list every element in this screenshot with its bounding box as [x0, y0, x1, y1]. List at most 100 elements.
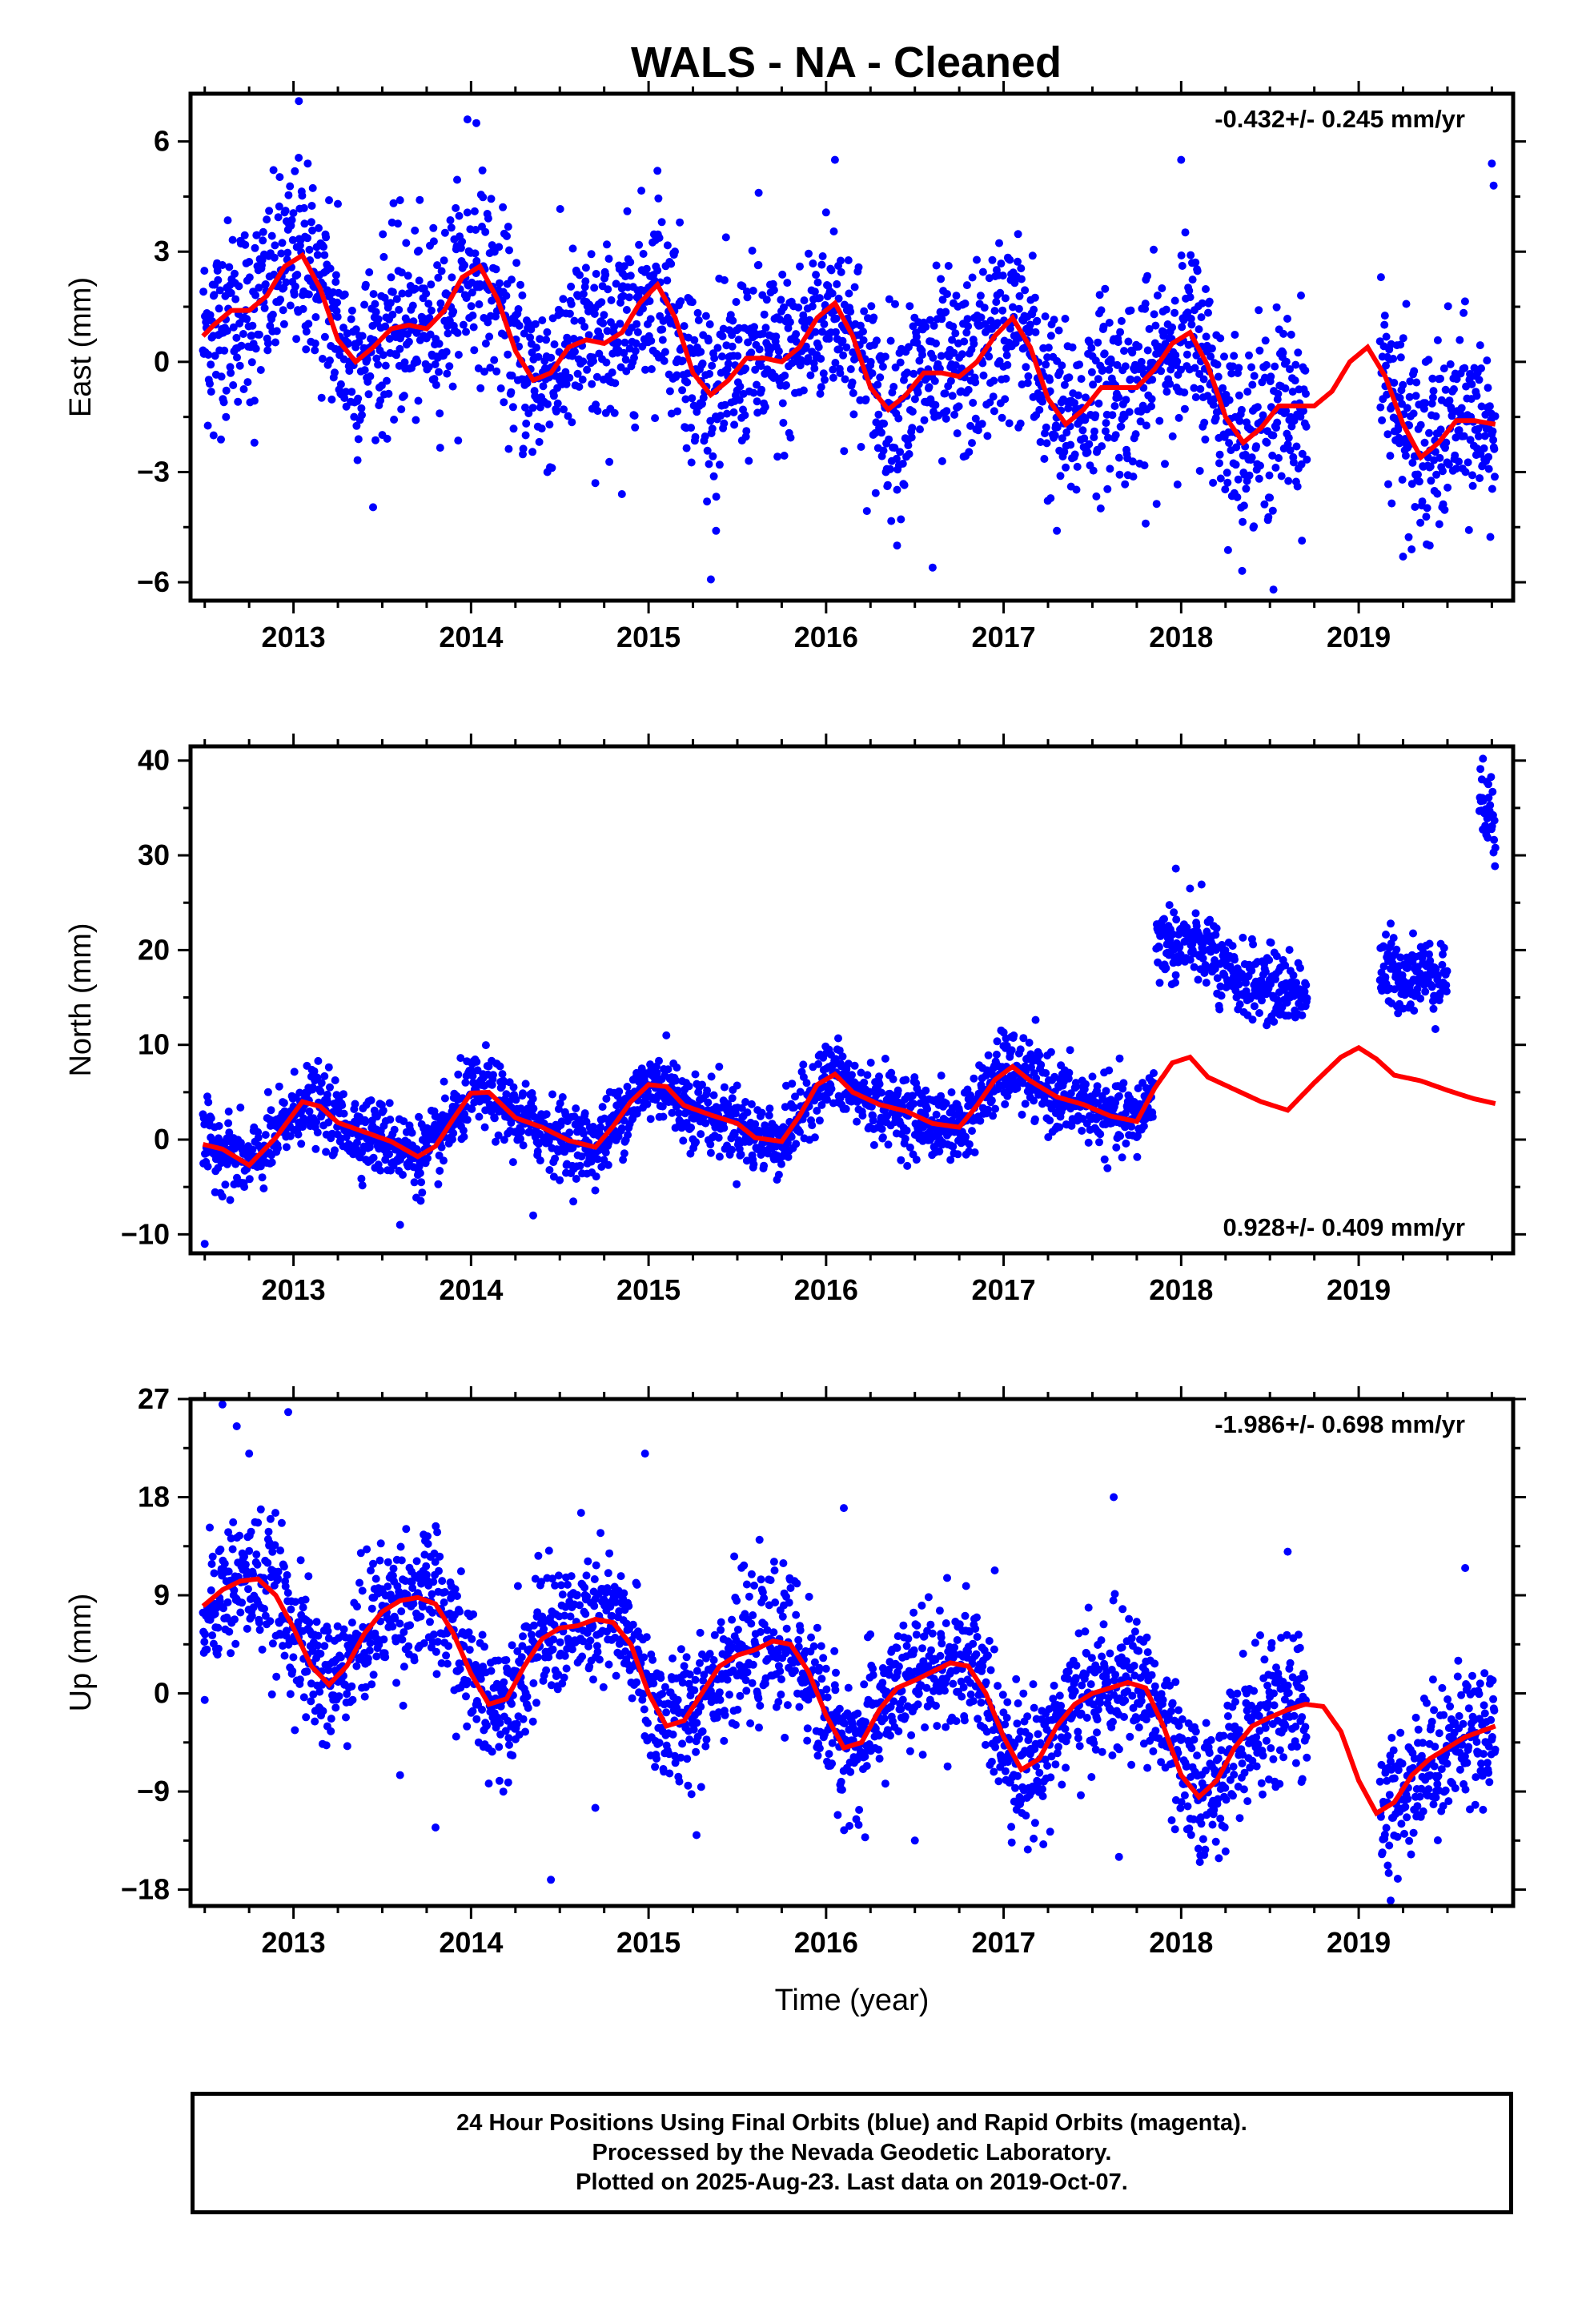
position-point — [408, 301, 417, 310]
position-point — [817, 1100, 826, 1109]
position-point — [1416, 420, 1425, 429]
position-point — [591, 1186, 600, 1195]
position-point — [561, 368, 570, 376]
position-point — [1297, 292, 1305, 300]
position-point — [1418, 497, 1427, 506]
position-point — [311, 313, 320, 321]
position-point — [422, 289, 431, 298]
position-point — [518, 291, 527, 300]
position-point — [909, 1100, 918, 1108]
position-point — [357, 404, 366, 412]
position-point — [509, 1083, 518, 1092]
position-point — [918, 351, 926, 359]
position-point — [608, 368, 616, 377]
position-point — [808, 1121, 817, 1130]
position-point — [508, 372, 516, 380]
position-point — [1003, 360, 1012, 369]
position-point — [676, 218, 685, 227]
figure-title: WALS - NA - Cleaned — [631, 38, 1062, 86]
position-point — [1066, 1089, 1075, 1098]
position-point — [256, 1162, 265, 1171]
position-point — [816, 389, 825, 398]
position-point — [388, 310, 397, 319]
position-point — [1291, 360, 1300, 369]
position-point — [326, 264, 335, 273]
position-point — [1476, 341, 1484, 350]
position-point — [707, 1072, 716, 1081]
position-point — [331, 1076, 339, 1084]
position-point — [712, 493, 721, 501]
position-point — [1228, 942, 1237, 951]
position-point — [1001, 294, 1010, 303]
position-point — [1005, 419, 1014, 428]
position-point — [881, 1055, 889, 1063]
position-point — [859, 336, 868, 344]
position-point — [1243, 388, 1252, 396]
position-point — [206, 311, 215, 320]
position-point — [932, 339, 940, 348]
position-point — [469, 323, 478, 332]
position-point — [222, 412, 231, 421]
position-point — [866, 1059, 875, 1067]
position-point — [326, 356, 334, 365]
position-point — [572, 1104, 580, 1113]
position-point — [1136, 417, 1145, 426]
position-point — [772, 332, 781, 341]
position-point — [1265, 955, 1274, 964]
position-point — [833, 279, 841, 288]
position-point — [589, 356, 597, 365]
position-point — [896, 358, 905, 367]
position-point — [668, 1108, 677, 1117]
position-point — [896, 448, 905, 456]
position-point — [971, 414, 980, 423]
position-point — [479, 193, 488, 202]
position-point — [500, 1078, 508, 1087]
position-point — [687, 424, 696, 432]
position-point — [943, 290, 951, 299]
position-point — [705, 460, 713, 468]
position-point — [704, 1098, 713, 1107]
position-point — [203, 1162, 212, 1171]
position-point — [251, 291, 260, 300]
position-point — [712, 526, 721, 535]
position-point — [531, 320, 540, 328]
position-point — [751, 1120, 760, 1128]
position-point — [1286, 446, 1295, 455]
position-point — [516, 280, 524, 289]
position-point — [1122, 1139, 1130, 1148]
position-point — [908, 408, 917, 416]
position-point — [390, 416, 399, 424]
position-point — [1125, 408, 1134, 416]
position-point — [1233, 493, 1242, 501]
position-point — [1177, 365, 1185, 374]
position-point — [297, 1140, 306, 1148]
position-point — [461, 1078, 470, 1087]
position-point — [512, 259, 521, 267]
position-point — [1199, 375, 1208, 384]
position-point — [1162, 388, 1171, 396]
position-point — [997, 259, 1006, 268]
position-point — [331, 271, 340, 279]
position-point — [954, 402, 963, 411]
position-point — [1460, 364, 1469, 372]
position-point — [436, 444, 444, 452]
position-point — [1014, 230, 1022, 239]
position-point — [1426, 462, 1435, 471]
position-point — [587, 250, 596, 259]
position-point — [509, 424, 518, 433]
position-point — [730, 420, 739, 429]
position-point — [630, 353, 638, 362]
position-point — [286, 301, 295, 310]
position-point — [848, 1071, 856, 1080]
position-point — [897, 515, 905, 524]
position-point — [288, 235, 297, 244]
position-point — [783, 279, 792, 287]
position-point — [867, 302, 876, 311]
position-point — [1090, 427, 1098, 436]
position-point — [1168, 930, 1177, 939]
position-point — [207, 360, 215, 369]
position-point — [850, 1061, 859, 1070]
position-point — [1215, 1005, 1224, 1014]
position-point — [1139, 1122, 1148, 1131]
position-point — [782, 381, 790, 389]
